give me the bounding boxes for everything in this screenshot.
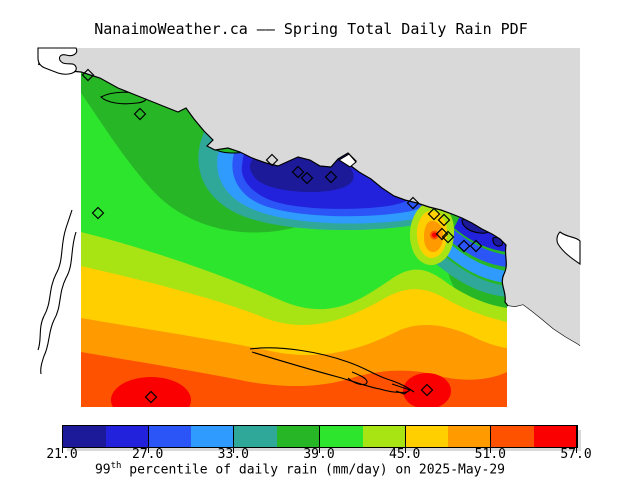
station-marker-diamond-icon [427,207,441,221]
colorbar-segment [277,426,320,447]
station-markers [81,68,483,404]
station-marker-diamond-icon [469,239,483,253]
colorbar-caption: 99th percentile of daily rain (mm/day) o… [94,461,505,478]
colorbar-tick [62,425,63,453]
colorbar-tick [576,425,577,453]
station-marker-diamond-icon [406,196,420,210]
station-marker-diamond-icon [300,171,314,185]
station-marker-diamond-icon [435,227,449,241]
colorbar [62,425,578,448]
colorbar-tick-label: 45.0 [389,447,421,462]
station-marker-diamond-icon [91,206,105,220]
station-marker-diamond-icon [437,213,451,227]
station-marker-diamond-icon [81,68,95,82]
page-title: NanaimoWeather.ca —— Spring Total Daily … [94,20,528,38]
colorbar-tick-label: 27.0 [132,447,164,462]
colorbar-segment [405,426,449,447]
colorbar-segment [534,426,577,447]
station-marker-diamond-icon [441,230,455,244]
colorbar-tick-label: 39.0 [303,447,335,462]
colorbar-tick-label: 57.0 [560,447,592,462]
out-of-domain-land [37,47,581,410]
colorbar-segment [362,426,406,447]
station-marker-diamond-icon [420,383,434,397]
colorbar-segment [319,426,363,447]
station-marker-diamond-icon [265,153,279,167]
colorbar-segment [105,426,149,447]
colorbar-tick [319,425,320,453]
colorbar-tick-label: 51.0 [474,447,506,462]
colorbar-segment [148,426,192,447]
colorbar-segment [448,426,492,447]
colorbar-segment [491,426,535,447]
colorbar-tick-label: 21.0 [46,447,78,462]
coastline-detail [37,209,415,395]
coastline [37,63,581,347]
colorbar-segment [63,426,106,447]
colorbar-tick [404,425,406,453]
mainland-landmass [38,48,580,346]
station-marker-diamond-icon [457,239,471,253]
colorbar-tick [233,425,235,453]
station-marker-diamond-icon [144,390,158,404]
colorbar-tick [147,425,149,453]
station-marker-diamond-icon [133,107,147,121]
colorbar-segment [234,426,278,447]
station-marker-diamond-icon [324,170,338,184]
station-marker-diamond-icon [291,165,305,179]
caption-superscript: th [110,461,122,471]
colorbar-tick [490,425,492,453]
colorbar-segment [191,426,235,447]
colorbar-tick-label: 33.0 [217,447,249,462]
